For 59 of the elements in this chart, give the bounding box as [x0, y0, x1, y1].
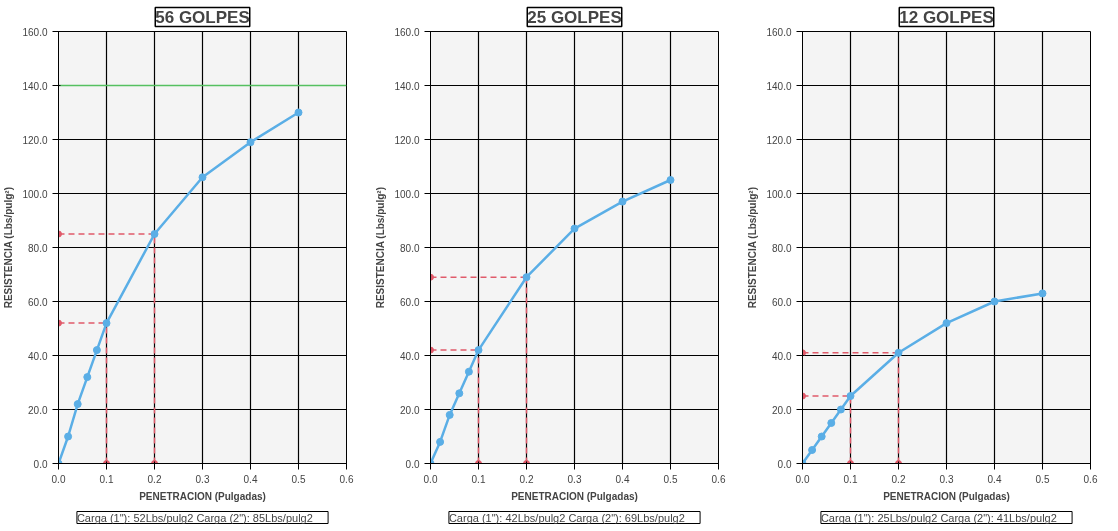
- y-tick-label: 100.0: [22, 188, 48, 200]
- y-tick-label: 160.0: [22, 26, 48, 38]
- y-tick-label: 160.0: [766, 26, 792, 38]
- chart-title: 12 GOLPES: [899, 7, 994, 27]
- x-axis-title: PENETRACION (Pulgadas): [139, 490, 266, 502]
- y-tick-label: 80.0: [28, 242, 48, 254]
- x-axis-title: PENETRACION (Pulgadas): [883, 490, 1010, 502]
- x-tick-label: 0.1: [99, 473, 114, 485]
- chart-title: 56 GOLPES: [155, 7, 250, 27]
- x-tick-label: 0.5: [663, 473, 678, 485]
- x-tick-label: 0.0: [795, 473, 810, 485]
- text: Carga (1"): 52Lbs/pulg2 Carga (2"): 85Lbs/pulg2: [76, 511, 313, 524]
- y-tick-label: 160.0: [394, 26, 420, 38]
- y-tick-label: 20.0: [28, 404, 48, 416]
- x-tick-label: 0.5: [291, 473, 306, 485]
- x-axis-title: PENETRACION (Pulgadas): [511, 490, 638, 502]
- x-tick-label: 0.6: [339, 473, 354, 485]
- y-tick-label: 120.0: [766, 134, 792, 146]
- y-tick-label: 0.0: [405, 458, 420, 470]
- y-axis-title: RESISTENCIA (Lbs/pulg²): [375, 187, 387, 309]
- y-tick-label: 20.0: [400, 404, 420, 416]
- y-tick-label: 0.0: [777, 458, 792, 470]
- y-tick-label: 120.0: [22, 134, 48, 146]
- y-tick-label: 60.0: [28, 296, 48, 308]
- y-tick-label: 60.0: [400, 296, 420, 308]
- x-tick-label: 0.6: [1083, 473, 1098, 485]
- x-tick-label: 0.3: [195, 473, 210, 485]
- x-tick-label: 0.3: [567, 473, 582, 485]
- y-tick-label: 40.0: [772, 350, 792, 362]
- y-tick-label: 100.0: [394, 188, 420, 200]
- y-tick-label: 100.0: [766, 188, 792, 200]
- y-tick-label: 0.0: [33, 458, 48, 470]
- y-axis-title: RESISTENCIA (Lbs/pulg²): [747, 187, 759, 309]
- x-tick-label: 0.0: [51, 473, 66, 485]
- x-tick-label: 0.4: [243, 473, 258, 485]
- x-tick-label: 0.2: [519, 473, 534, 485]
- x-tick-label: 0.6: [711, 473, 726, 485]
- x-tick-label: 0.1: [471, 473, 486, 485]
- y-tick-label: 40.0: [28, 350, 48, 362]
- x-tick-label: 0.4: [987, 473, 1002, 485]
- text: Carga (1"): 25Lbs/pulg2 Carga (2"): 41Lbs/pulg2: [820, 511, 1057, 524]
- x-tick-label: 0.2: [147, 473, 162, 485]
- y-tick-label: 60.0: [772, 296, 792, 308]
- x-tick-label: 0.1: [843, 473, 858, 485]
- y-tick-label: 120.0: [394, 134, 420, 146]
- y-tick-label: 140.0: [22, 80, 48, 92]
- y-tick-label: 40.0: [400, 350, 420, 362]
- y-tick-label: 80.0: [400, 242, 420, 254]
- x-tick-label: 0.5: [1035, 473, 1050, 485]
- y-tick-label: 140.0: [766, 80, 792, 92]
- x-tick-label: 0.2: [891, 473, 906, 485]
- x-tick-label: 0.0: [423, 473, 438, 485]
- y-tick-label: 20.0: [772, 404, 792, 416]
- y-tick-label: 80.0: [772, 242, 792, 254]
- text: Carga (1"): 42Lbs/pulg2 Carga (2"): 69Lbs/pulg2: [448, 511, 685, 524]
- y-tick-label: 140.0: [394, 80, 420, 92]
- x-tick-label: 0.4: [615, 473, 630, 485]
- y-axis-title: RESISTENCIA (Lbs/pulg²): [3, 187, 15, 309]
- x-tick-label: 0.3: [939, 473, 954, 485]
